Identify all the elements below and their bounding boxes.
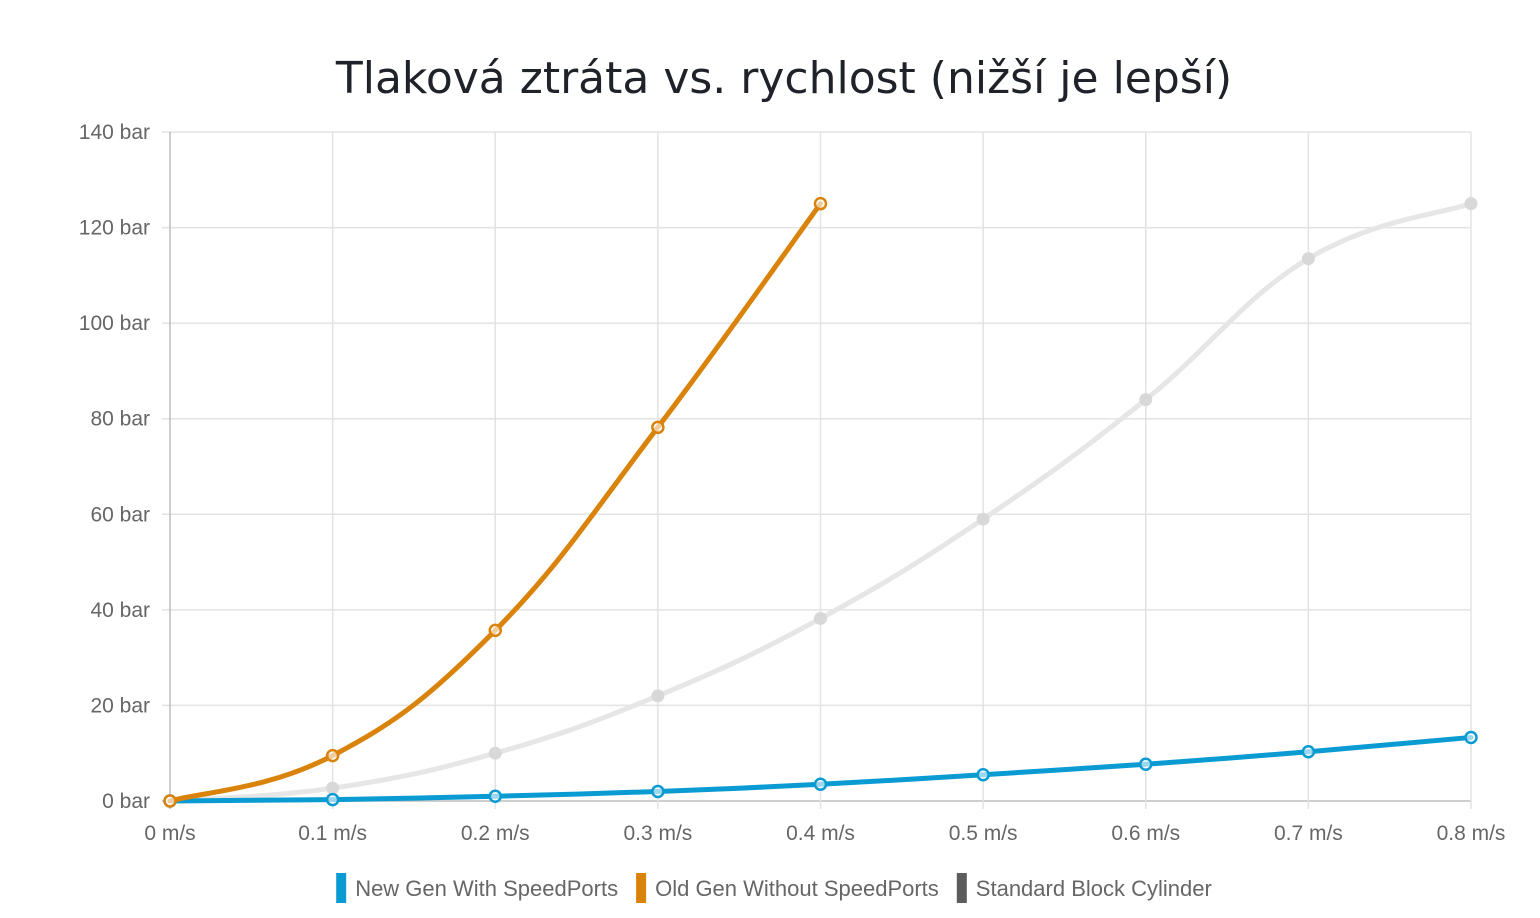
x-tick-label: 0 m/s [144,822,195,845]
y-tick-label: 20 bar [90,694,150,717]
legend-label: Old Gen Without SpeedPorts [655,876,939,901]
x-tick-label: 0.6 m/s [1111,822,1180,845]
y-tick-label: 60 bar [90,503,150,526]
x-tick-label: 0.8 m/s [1437,822,1506,845]
series-old-gen-without-speedports [163,196,828,808]
chart-title: Tlaková ztráta vs. rychlost (nižší je le… [335,53,1232,104]
legend-swatch [336,873,347,903]
x-tick-label: 0.5 m/s [949,822,1018,845]
data-point[interactable] [1464,197,1478,211]
data-point[interactable] [1301,745,1316,759]
y-tick-label: 40 bar [90,599,150,622]
x-tick-label: 0.3 m/s [623,822,692,845]
legend-swatch [636,873,647,903]
series-line [167,201,1474,804]
data-point[interactable] [1139,757,1153,771]
legend-item-new-gen-with-speedports[interactable]: New Gen With SpeedPorts [336,873,618,903]
data-point[interactable] [976,512,990,526]
legend-label: Standard Block Cylinder [976,876,1212,901]
legend-label: New Gen With SpeedPorts [355,876,618,901]
legend-item-standard-block-cylinder[interactable]: Standard Block Cylinder [956,873,1212,903]
grid [162,131,1472,809]
data-point[interactable] [488,746,502,760]
data-point[interactable] [1464,730,1478,745]
data-point[interactable] [976,767,990,782]
data-point[interactable] [325,748,340,763]
series-layer [163,196,1478,808]
axes: 0 bar 20 bar 40 bar 60 bar 80 bar 100 bar 120 … [79,121,1506,845]
series-standard-block-cylinder [163,197,1478,808]
data-point[interactable] [651,784,665,799]
data-point[interactable] [813,196,828,211]
data-point[interactable] [1139,393,1153,407]
data-point[interactable] [325,792,340,807]
y-tick-label: 100 bar [79,312,150,335]
x-tick-label: 0.7 m/s [1274,822,1343,845]
data-point[interactable] [488,789,502,803]
legend-item-old-gen-without-speedports[interactable]: Old Gen Without SpeedPorts [636,873,939,903]
x-tick-label: 0.4 m/s [786,822,855,845]
x-tick-label: 0.1 m/s [298,822,367,845]
y-tick-label: 140 bar [79,121,150,144]
legend-swatch [956,873,967,903]
data-point[interactable] [651,420,665,435]
data-point[interactable] [651,689,665,703]
data-point[interactable] [813,777,828,792]
x-tick-label: 0.2 m/s [461,822,530,845]
data-point[interactable] [488,623,502,638]
series-line [167,201,823,804]
y-tick-label: 0 bar [102,790,150,813]
legend[interactable]: New Gen With SpeedPorts Old Gen Without S… [336,873,1212,903]
data-point[interactable] [1301,252,1315,266]
data-point[interactable] [326,781,340,795]
data-point[interactable] [163,794,177,808]
y-tick-label: 120 bar [79,217,150,240]
y-tick-label: 80 bar [90,408,150,431]
data-point[interactable] [814,611,827,625]
